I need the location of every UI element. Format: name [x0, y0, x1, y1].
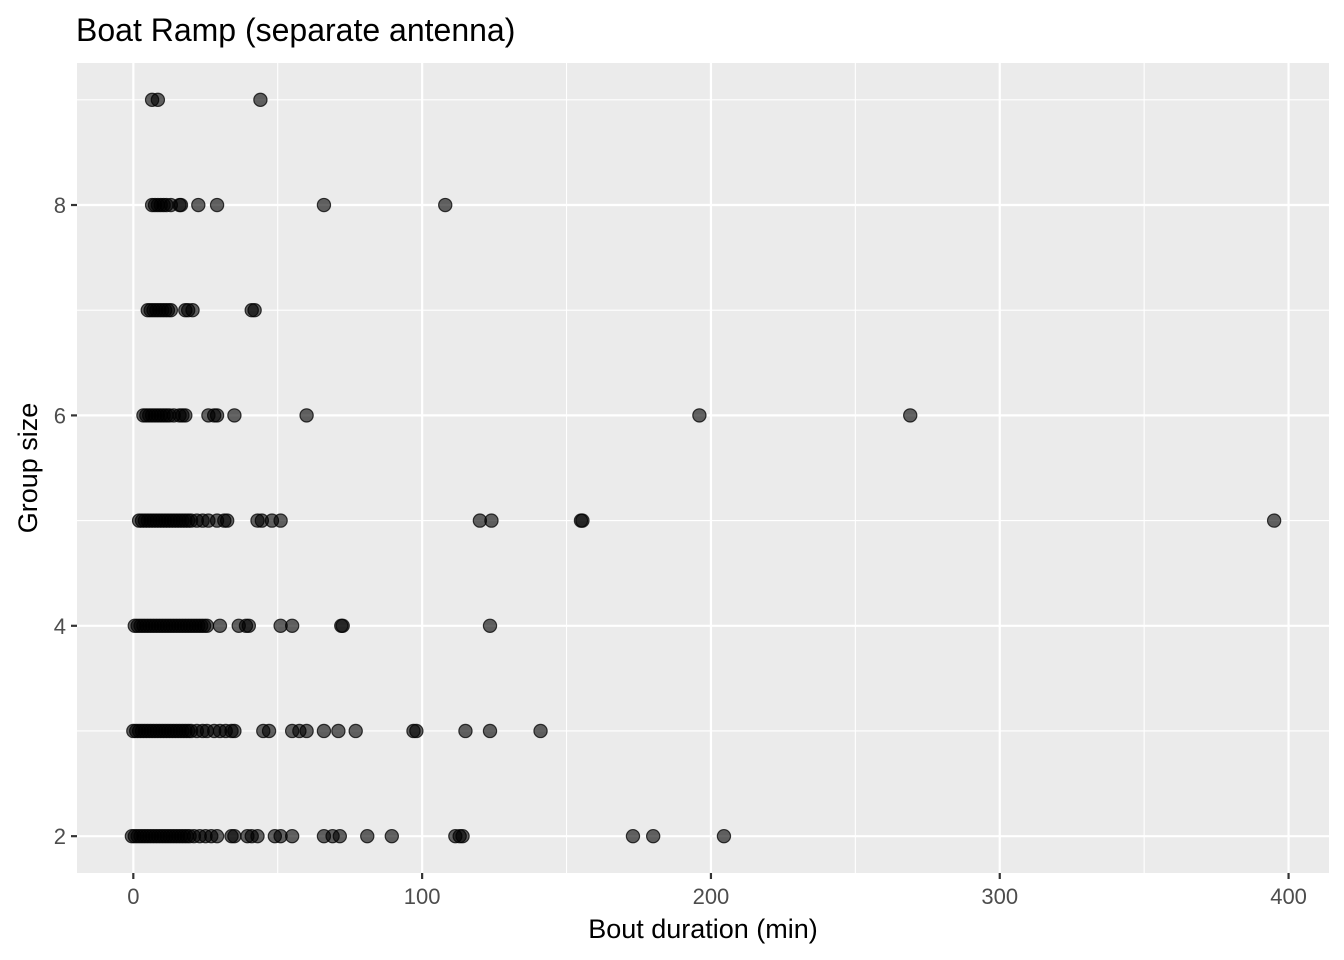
x-axis-ticks: 0 100 200 300 400 — [127, 873, 1307, 909]
data-point — [241, 618, 257, 633]
data-point — [150, 92, 166, 108]
data-point — [348, 723, 363, 739]
data-point — [212, 618, 228, 633]
data-point — [384, 828, 400, 844]
data-point — [209, 197, 225, 213]
x-tick-label: 400 — [1270, 884, 1307, 909]
data-point — [163, 303, 179, 318]
data-point — [575, 513, 590, 528]
data-point — [261, 723, 277, 739]
data-point — [227, 828, 242, 844]
data-point — [331, 723, 346, 739]
data-point — [191, 197, 206, 213]
plot-panel — [77, 63, 1329, 873]
data-point — [533, 723, 548, 739]
data-point — [284, 828, 300, 844]
y-tick-label: 2 — [54, 824, 66, 849]
data-point — [692, 408, 707, 423]
y-axis-ticks: 2 4 6 8 — [54, 193, 77, 849]
data-point — [409, 723, 424, 739]
data-points — [124, 92, 1282, 844]
data-point — [209, 408, 225, 423]
data-point — [173, 197, 189, 213]
data-point — [484, 513, 499, 528]
data-point — [209, 828, 225, 844]
x-axis-title: Bout duration (min) — [588, 914, 818, 944]
data-point — [1266, 513, 1282, 528]
data-point — [332, 828, 348, 844]
data-point — [219, 513, 235, 528]
x-tick-label: 200 — [693, 884, 730, 909]
y-tick-label: 8 — [54, 193, 66, 218]
data-point — [178, 408, 193, 423]
x-tick-label: 0 — [127, 884, 139, 909]
data-point — [247, 303, 262, 318]
y-tick-label: 6 — [54, 403, 66, 428]
data-point — [482, 618, 498, 633]
x-tick-label: 300 — [981, 884, 1018, 909]
data-point — [273, 513, 288, 528]
data-point — [185, 303, 200, 318]
data-point — [455, 828, 470, 844]
data-point — [299, 408, 314, 423]
data-point — [316, 723, 332, 739]
data-point — [458, 723, 473, 739]
y-axis-title: Group size — [13, 403, 43, 534]
data-point — [253, 92, 268, 108]
data-point — [645, 828, 661, 844]
data-point — [227, 723, 242, 739]
data-point — [299, 723, 314, 739]
data-point — [199, 618, 215, 633]
data-point — [625, 828, 641, 844]
data-point — [903, 408, 918, 423]
data-point — [284, 618, 300, 633]
y-tick-label: 4 — [54, 614, 66, 639]
data-point — [316, 197, 332, 213]
data-point — [716, 828, 732, 844]
data-point — [482, 723, 498, 739]
data-point — [438, 197, 453, 213]
x-tick-label: 100 — [404, 884, 441, 909]
data-point — [250, 828, 265, 844]
chart-title: Boat Ramp (separate antenna) — [76, 12, 515, 48]
data-point — [335, 618, 350, 633]
data-point — [360, 828, 375, 844]
data-point — [227, 408, 242, 423]
